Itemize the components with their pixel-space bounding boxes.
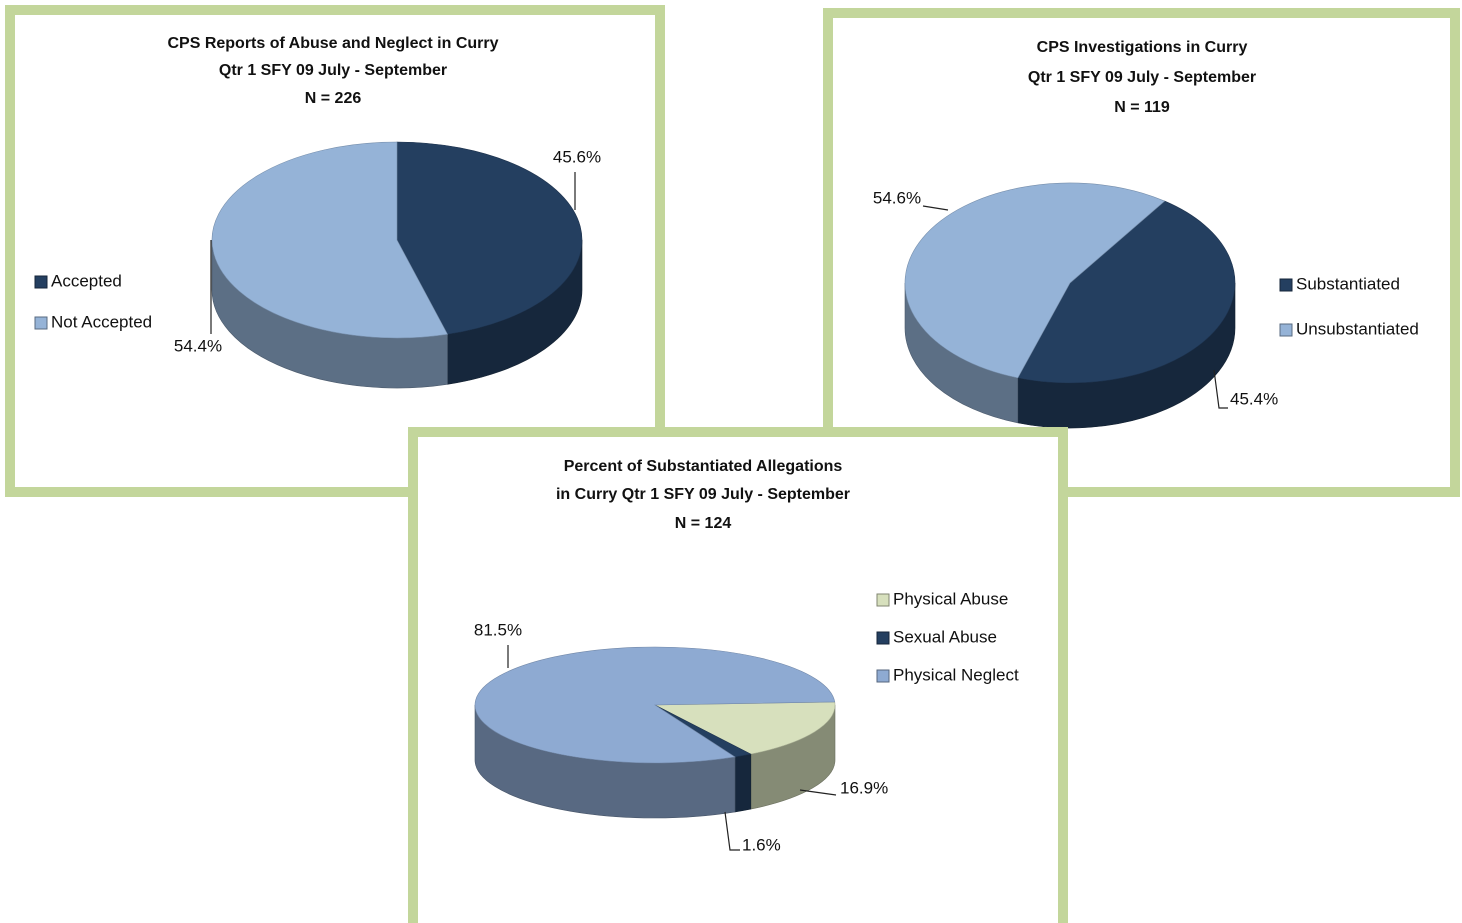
- legend-swatch: [34, 316, 48, 330]
- legend-swatch: [1279, 278, 1293, 292]
- legend-label: Sexual Abuse: [893, 627, 997, 646]
- legend-swatch: [876, 593, 890, 607]
- data-label: 54.6%: [873, 188, 921, 207]
- data-label: 45.4%: [1230, 389, 1278, 408]
- data-label: 81.5%: [474, 620, 522, 639]
- legend-label: Unsubstantiated: [1296, 319, 1419, 338]
- pie-slice: [654, 701, 836, 755]
- legend-label: Physical Neglect: [893, 665, 1019, 684]
- data-label: 54.4%: [174, 336, 222, 355]
- legend-label: Accepted: [51, 271, 122, 290]
- chart-title: N = 124: [675, 515, 732, 532]
- chart-title: N = 226: [305, 90, 362, 107]
- chart-title: Percent of Substantiated Allegations: [564, 458, 843, 475]
- chart-title: CPS Reports of Abuse and Neglect in Curr…: [167, 35, 498, 52]
- pie-slice: [396, 141, 583, 335]
- legend-label: Physical Abuse: [893, 589, 1008, 608]
- leader-line: [799, 789, 837, 796]
- leader-line: [724, 811, 740, 851]
- legend-swatch: [876, 631, 890, 645]
- chart-title: Qtr 1 SFY 09 July - September: [219, 62, 447, 79]
- legend-label: Substantiated: [1296, 274, 1400, 293]
- pie-slice: [474, 646, 836, 764]
- data-label: 45.6%: [553, 147, 601, 166]
- chart-title: Qtr 1 SFY 09 July - September: [1028, 69, 1256, 86]
- legend-swatch: [876, 669, 890, 683]
- leader-line: [922, 205, 949, 211]
- pie-side: [734, 753, 752, 813]
- legend-swatch: [34, 275, 48, 289]
- data-label: 1.6%: [742, 835, 781, 854]
- legend-label: Not Accepted: [51, 312, 152, 331]
- legend-swatch: [1279, 323, 1293, 337]
- chart-title: CPS Investigations in Curry: [1037, 39, 1248, 56]
- pie-slice: [211, 141, 448, 339]
- chart-title: N = 119: [1114, 99, 1170, 116]
- chart-title: in Curry Qtr 1 SFY 09 July - September: [556, 486, 850, 503]
- pie-slice: [1017, 200, 1236, 384]
- leader-line: [1213, 369, 1228, 409]
- pie-slice: [904, 182, 1166, 379]
- data-label: 16.9%: [840, 778, 888, 797]
